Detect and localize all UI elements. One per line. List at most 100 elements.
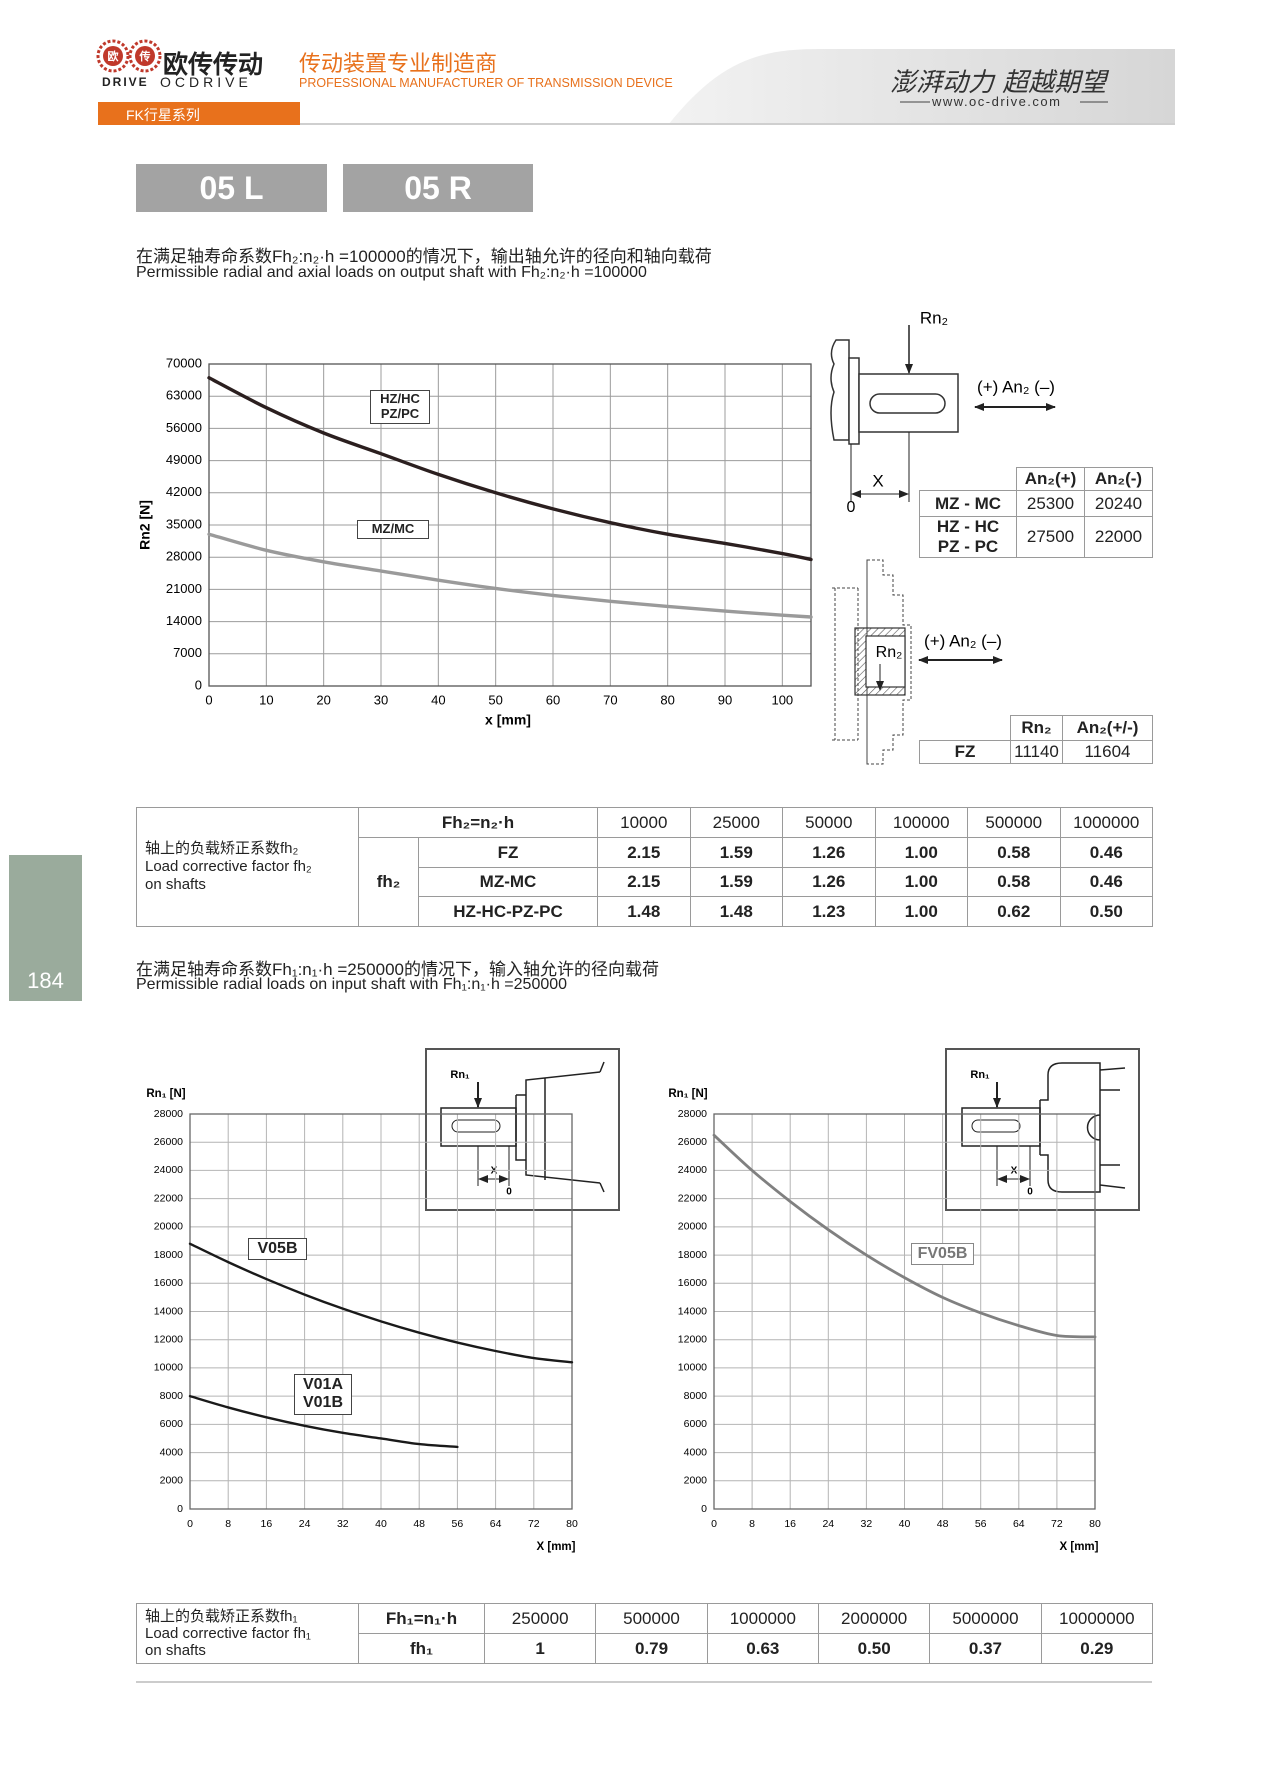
series-label: HZ/HC PZ/PC	[370, 390, 430, 424]
x-tick-label: 64	[490, 1518, 502, 1530]
x-tick-label: 70	[603, 692, 617, 707]
caption-cn: 在满足轴寿命系数Fh₁:n₁·h =250000的情况下，输入轴允许的径向载荷	[136, 960, 659, 979]
tagline-cn: 传动装置专业制造商	[299, 51, 498, 76]
fh1-table: 轴上的负载矫正系数fh₁ Load corrective factor fh₁ …	[136, 1603, 1153, 1664]
y-axis-label: Rn2 [N]	[137, 500, 153, 550]
x-tick-label: 56	[452, 1518, 464, 1530]
x-tick-label: 24	[822, 1518, 834, 1530]
label-en: Load corrective factor fh₂	[145, 858, 312, 875]
y-tick-label: 14000	[154, 1305, 183, 1317]
cell: 0.50	[1059, 896, 1154, 927]
x-tick-label: 0	[205, 692, 212, 707]
x-tick-label: 8	[225, 1518, 231, 1530]
column-header: 1000000	[706, 1603, 819, 1634]
cell: 11604	[1062, 740, 1153, 764]
tagline-en: PROFESSIONAL MANUFACTURER OF TRANSMISSIO…	[299, 76, 673, 90]
keyway	[869, 393, 946, 414]
cell: 1	[483, 1633, 597, 1664]
series-line	[712, 1133, 1097, 1339]
y-tick-label: 35000	[166, 516, 202, 531]
decoration: An₂(+) An₂(-) MZ - MC 25300 20240 HZ - HC PZ…	[919, 467, 1153, 558]
y-axis-label: Rn₁ [N]	[668, 1088, 707, 1100]
model-tab: 05 R	[343, 164, 533, 212]
row-label: MZ - MC	[919, 490, 1017, 517]
fh2-table: 轴上的负载矫正系数fh₂ Load corrective factor fh₂ …	[136, 807, 1154, 927]
column-header: 500000	[595, 1603, 708, 1634]
y-tick-label: 10000	[678, 1362, 707, 1374]
decoration: Rn₂ An₂(+/-)	[919, 715, 1153, 741]
keyway	[971, 1119, 1021, 1133]
empty-cell	[919, 467, 1017, 491]
x-tick-label: 80	[660, 692, 674, 707]
cell: 0.79	[595, 1633, 708, 1664]
y-tick-label: 14000	[166, 613, 202, 628]
column-header: Fh₁=n₁·h	[358, 1603, 485, 1634]
x-tick-label: 72	[1051, 1518, 1063, 1530]
label-en: Load corrective factor fh₁	[145, 1624, 311, 1642]
y-tick-label: 22000	[154, 1192, 183, 1204]
y-tick-label: 24000	[154, 1164, 183, 1176]
logo-gear	[103, 46, 123, 66]
x-tick-label: 8	[749, 1518, 755, 1530]
dimension-label: X	[1011, 1166, 1018, 1177]
y-tick-label: 6000	[684, 1418, 708, 1430]
y-tick-label: 2000	[684, 1475, 708, 1487]
x-axis-label: X [mm]	[537, 1541, 576, 1553]
cell: 1.00	[874, 867, 969, 897]
y-tick-label: 12000	[154, 1333, 183, 1345]
decoration: HZ-HC-PZ-PC 1.48 1.48 1.23 1.00 0.62 0.5…	[137, 896, 1154, 927]
page-tab	[9, 855, 82, 1001]
row-label-line: HZ - HC	[936, 517, 1000, 536]
cell: 25300	[1016, 490, 1085, 517]
x-tick-label: 32	[861, 1518, 873, 1530]
x-tick-label: 20	[316, 692, 330, 707]
brand-cn: 欧传传动	[163, 51, 264, 79]
decoration: An₂(+) An₂(-)	[919, 467, 1153, 491]
column-header: Rn₂	[1010, 715, 1063, 741]
y-tick-label: 18000	[678, 1249, 707, 1261]
decoration: 轴上的负载矫正系数fh₂ Load corrective factor fh₂ …	[136, 807, 1154, 927]
y-tick-label: 0	[177, 1503, 183, 1515]
x-tick-label: 80	[566, 1518, 578, 1530]
cell: 27500	[1016, 516, 1085, 558]
row-group-label: 轴上的负载矫正系数fh₁ Load corrective factor fh₁ …	[136, 1603, 359, 1664]
y-tick-label: 12000	[678, 1333, 707, 1345]
x-tick-label: 56	[975, 1518, 987, 1530]
column-header: 2000000	[817, 1603, 931, 1634]
y-tick-label: 24000	[678, 1164, 707, 1176]
x-tick-label: 40	[899, 1518, 911, 1530]
x-tick-label: 80	[1089, 1518, 1101, 1530]
origin-label: 0	[1027, 1187, 1033, 1198]
x-tick-label: 16	[261, 1518, 273, 1530]
y-tick-label: 18000	[154, 1249, 183, 1261]
housing-flange	[830, 339, 850, 441]
plot-frame	[208, 363, 812, 687]
housing	[1039, 1062, 1126, 1193]
column-header: An₂(-)	[1084, 467, 1153, 491]
row-label-line: MZ - MC	[934, 493, 1002, 513]
cell: 2.15	[597, 837, 691, 868]
radial-load-label: Rn₂	[920, 308, 948, 327]
x-axis-label: X [mm]	[1060, 1541, 1099, 1553]
x-tick-label: 40	[375, 1518, 387, 1530]
cell: 1.26	[782, 867, 876, 897]
decoration: FZ 11140 11604	[919, 740, 1153, 764]
decoration: fh₁ 1 0.79 0.63 0.50 0.37 0.29	[137, 1633, 1153, 1664]
column-header: 10000	[597, 807, 691, 838]
x-tick-label: 40	[431, 692, 445, 707]
axial-load-label: (+) An₂ (–)	[924, 631, 1002, 650]
cell: 0.46	[1059, 837, 1154, 868]
y-tick-label: 16000	[154, 1277, 183, 1289]
housing-outline	[832, 560, 868, 764]
x-tick-label: 24	[299, 1518, 311, 1530]
decoration: 轴上的负载矫正系数fh₁ Load corrective factor fh₁ …	[136, 1603, 1153, 1664]
page-number: 184	[27, 968, 64, 993]
y-tick-label: 16000	[678, 1277, 707, 1289]
series-line	[188, 1242, 574, 1364]
x-tick-label: 32	[337, 1518, 349, 1530]
logo-mark: 传	[139, 49, 151, 63]
label-en: on shafts	[145, 1642, 206, 1660]
series-line	[188, 1394, 459, 1449]
column-header: 500000	[967, 807, 1061, 838]
